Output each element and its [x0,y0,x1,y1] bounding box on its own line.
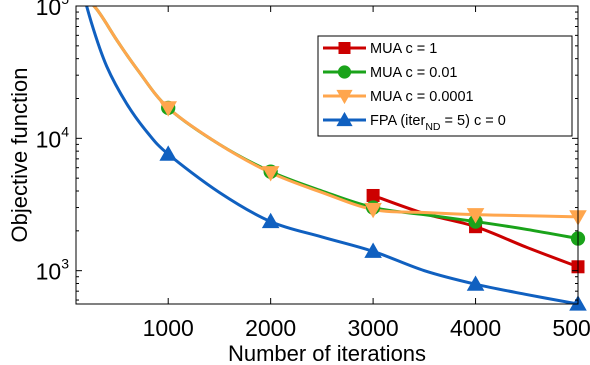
legend-label-3: FPA (iterND = 5) c = 0 [370,113,506,133]
series-2-point-1 [261,166,280,182]
y-tick-label: 103 [36,256,70,285]
series-2-point-0 [159,101,177,117]
legend-label-0: MUA c = 1 [370,41,437,57]
x-tick-label: 2000 [245,315,296,341]
series-line-3 [85,6,578,304]
y-axis-title: Objective function [7,68,32,243]
x-tick-label: 4000 [450,315,501,341]
series-3-point-2 [364,242,382,258]
series-2-point-2 [364,202,382,219]
x-tick-label: 3000 [348,315,399,341]
x-axis-title: Number of iterations [228,341,426,365]
series-3-point-1 [261,212,280,229]
series-3-point-0 [159,145,177,161]
legend: MUA c = 1 MUA c = 0.01 MUA c = 0.0001 FPA (… [317,35,573,137]
series-3-point-3 [466,275,485,291]
x-axis: 1000 2000 3000 4000 5000 [143,6,590,341]
y-axis: 103 104 105 [36,0,578,301]
x-tick-label: 5000 [552,315,590,341]
series-2-point-3 [466,208,485,224]
y-tick-label: 105 [36,0,70,20]
series-0-point-0 [366,188,380,202]
legend-label-2: MUA c = 0.0001 [370,89,474,105]
legend-marker-3 [336,111,353,127]
legend-marker-0 [338,42,351,54]
plot-frame [75,5,579,305]
y-tick-label: 104 [36,123,70,152]
legend-marker-2 [336,89,353,105]
x-tick-label: 1000 [143,315,194,341]
legend-label-1: MUA c = 0.01 [370,65,457,81]
legend-marker-1 [337,65,352,79]
